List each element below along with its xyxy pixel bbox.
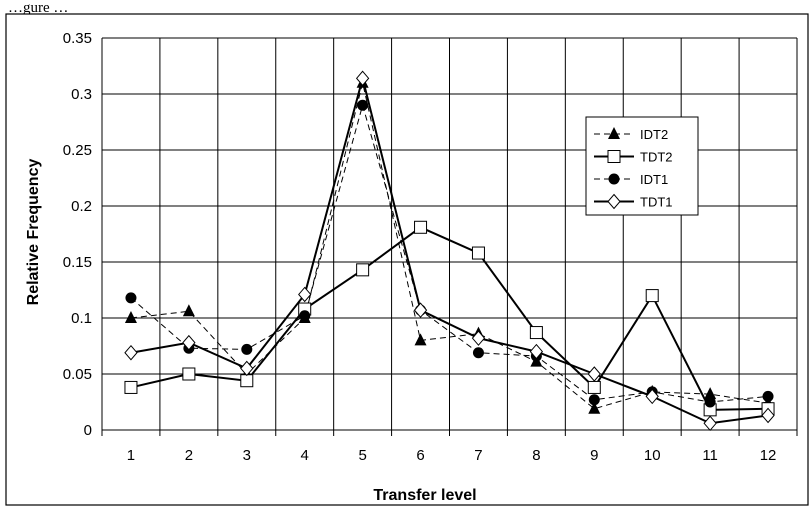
data-point-idt1 bbox=[762, 390, 774, 402]
data-point-idt1 bbox=[357, 99, 369, 111]
y-tick-label: 0.1 bbox=[71, 310, 92, 327]
data-point-tdt1 bbox=[240, 360, 254, 377]
x-tick-label: 9 bbox=[590, 447, 598, 464]
data-point-idt1 bbox=[704, 396, 716, 408]
legend-marker-idt1 bbox=[608, 173, 620, 185]
legend-label-tdt2: TDT2 bbox=[640, 150, 673, 165]
y-axis-title: Relative Frequency bbox=[25, 159, 42, 306]
x-tick-label: 4 bbox=[301, 447, 309, 464]
legend-label-idt1: IDT1 bbox=[640, 172, 668, 187]
data-point-tdt1 bbox=[645, 388, 659, 405]
x-tick-label: 12 bbox=[760, 447, 777, 464]
data-point-idt1 bbox=[241, 343, 253, 355]
x-axis-title: Transfer level bbox=[373, 487, 476, 504]
data-point-tdt2 bbox=[124, 380, 138, 394]
series-line-tdt1 bbox=[130, 74, 769, 425]
x-tick-labels: 1 2 3 4 5 6 7 8 9 10 11 12 bbox=[127, 447, 777, 464]
data-point-tdt1 bbox=[182, 334, 196, 351]
x-tick-label: 8 bbox=[532, 447, 540, 464]
data-point-idt1 bbox=[125, 292, 137, 304]
legend-marker-tdt2 bbox=[607, 150, 621, 163]
data-point-idt2 bbox=[414, 333, 427, 346]
data-point-tdt1 bbox=[413, 302, 428, 318]
data-point-tdt1 bbox=[298, 286, 312, 303]
data-point-idt1 bbox=[472, 347, 484, 359]
series-markers bbox=[124, 70, 775, 432]
x-tick-label: 3 bbox=[243, 447, 251, 464]
y-tick-label: 0.3 bbox=[71, 86, 92, 103]
series-line-tdt2 bbox=[130, 226, 769, 411]
data-point-tdt1 bbox=[703, 415, 717, 432]
y-tick-label: 0.05 bbox=[63, 366, 92, 383]
data-point-idt1 bbox=[588, 394, 600, 406]
x-tick-label: 2 bbox=[185, 447, 193, 464]
data-point-tdt2 bbox=[645, 289, 659, 303]
x-tick-label: 6 bbox=[416, 447, 424, 464]
legend-box bbox=[585, 116, 699, 216]
data-point-tdt2 bbox=[356, 263, 370, 277]
y-tick-labels: 0 0.05 0.1 0.15 0.2 0.25 0.3 0.35 bbox=[63, 30, 92, 439]
x-tick-label: 7 bbox=[474, 447, 482, 464]
data-point-idt2 bbox=[704, 387, 717, 400]
legend-label-tdt1: TDT1 bbox=[640, 195, 673, 210]
y-tick-label: 0 bbox=[84, 422, 92, 439]
x-tick-label: 1 bbox=[127, 447, 135, 464]
x-tick-label: 10 bbox=[644, 447, 661, 464]
legend-marker-idt2 bbox=[608, 127, 620, 139]
legend-marker-tdt1 bbox=[607, 193, 621, 210]
data-point-idt2 bbox=[124, 311, 137, 323]
series-line-idt1 bbox=[130, 103, 769, 403]
data-point-tdt1 bbox=[761, 407, 775, 424]
data-point-tdt1 bbox=[355, 70, 370, 87]
top-caption: …gure … bbox=[8, 0, 68, 16]
data-point-tdt2 bbox=[414, 220, 428, 234]
legend-label-idt2: IDT2 bbox=[640, 127, 668, 142]
data-point-tdt2 bbox=[587, 380, 601, 394]
data-point-tdt1 bbox=[471, 330, 486, 346]
y-tick-label: 0.2 bbox=[71, 198, 92, 215]
data-point-tdt2 bbox=[182, 367, 196, 381]
data-point-idt2 bbox=[182, 304, 195, 317]
y-tick-label: 0.35 bbox=[63, 30, 92, 47]
x-tick-label: 11 bbox=[702, 447, 718, 464]
series-lines bbox=[130, 74, 769, 425]
data-point-tdt1 bbox=[124, 344, 138, 361]
x-tick-label: 5 bbox=[358, 447, 366, 464]
y-tick-label: 0.25 bbox=[63, 142, 92, 159]
legend: IDT2 TDT2 IDT1 TDT1 bbox=[585, 116, 699, 216]
gridlines bbox=[101, 37, 798, 436]
data-point-tdt2 bbox=[240, 374, 254, 388]
data-point-tdt1 bbox=[587, 366, 601, 382]
data-point-tdt1 bbox=[529, 343, 544, 360]
data-point-tdt2 bbox=[529, 326, 543, 340]
data-point-idt1 bbox=[299, 310, 311, 322]
y-tick-label: 0.15 bbox=[63, 254, 92, 271]
data-point-tdt2 bbox=[471, 246, 485, 260]
data-point-idt2 bbox=[588, 401, 601, 414]
